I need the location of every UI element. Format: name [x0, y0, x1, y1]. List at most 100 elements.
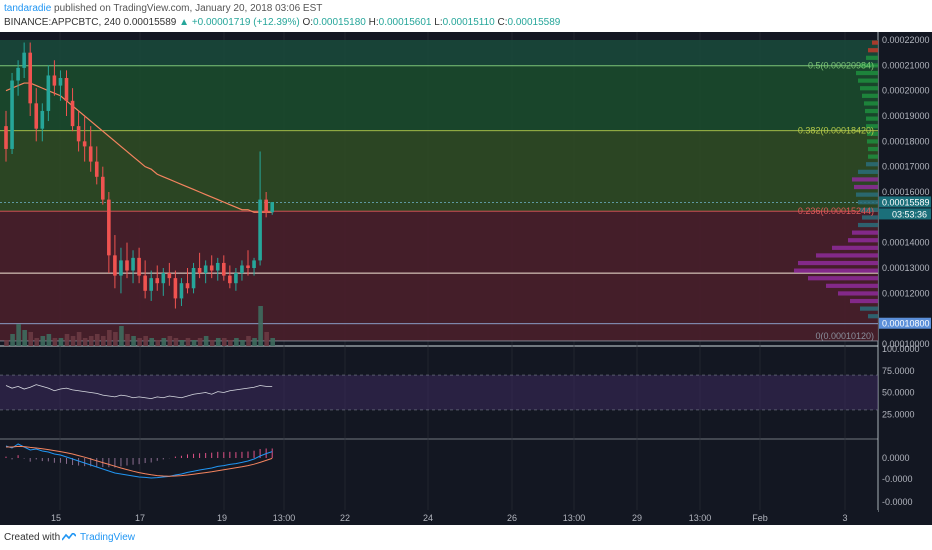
- candle-body: [149, 278, 153, 291]
- rsi-band: [0, 375, 878, 410]
- time-tick-label: 26: [507, 513, 517, 523]
- tradingview-brand-link[interactable]: TradingView: [80, 532, 136, 543]
- chart-canvas[interactable]: 0.5(0.00020984) 0.382(0.00018420) 0.236(0.…: [0, 32, 932, 525]
- price-highlight-label: 0.00010800: [882, 319, 930, 329]
- close-label: C:: [497, 17, 508, 28]
- time-axis[interactable]: 15 17 19 13:00 22 24 26 13:00 29 13:00 Feb 3: [0, 510, 878, 525]
- volume-profile-bar: [868, 146, 878, 152]
- candle-body: [228, 275, 232, 284]
- volume-bar: [52, 338, 58, 346]
- volume-profile-bar: [808, 276, 878, 281]
- candle-body: [264, 199, 268, 213]
- volume-bar: [64, 334, 70, 346]
- volume-bar: [46, 334, 52, 346]
- candle-body: [252, 260, 256, 268]
- candle-body: [215, 262, 220, 271]
- volume-profile: [794, 40, 878, 319]
- macd-pane: 0.0000 -0.0000 -0.0000: [5, 443, 913, 507]
- volume-profile-bar: [860, 306, 878, 311]
- candle-body: [167, 273, 172, 279]
- time-tick-label: 24: [423, 513, 433, 523]
- candle-body: [64, 78, 69, 101]
- candle-body: [58, 78, 63, 86]
- price-tick-label: 0.00012000: [882, 288, 930, 298]
- candle-body: [10, 80, 14, 149]
- volume-profile-bar: [867, 139, 878, 144]
- candle-body: [4, 126, 8, 149]
- candle-body: [40, 110, 45, 129]
- volume-bar: [240, 340, 245, 346]
- volume-bars: [4, 306, 275, 346]
- moving-average: [5, 82, 273, 213]
- candle-body: [16, 67, 20, 81]
- price-tick-label: 0.00013000: [882, 263, 930, 273]
- time-tick-label: 15: [51, 513, 61, 523]
- volume-bar: [107, 330, 112, 346]
- candle-body: [143, 275, 147, 291]
- volume-bar: [173, 338, 179, 346]
- volume-bar: [10, 334, 15, 346]
- candle-body: [82, 141, 87, 147]
- candle-body: [161, 273, 166, 284]
- candle-body: [179, 283, 184, 299]
- fib-zone-05-0382: [0, 65, 878, 131]
- volume-profile-bar: [868, 314, 878, 319]
- price-change: +0.00001719 (+12.39%): [191, 17, 300, 28]
- candle-body: [119, 260, 123, 276]
- volume-bar: [70, 336, 76, 346]
- volume-profile-bar: [866, 55, 878, 60]
- time-tick-label: 13:00: [273, 513, 296, 523]
- low-value: 0.00015110: [442, 17, 495, 28]
- footer: Created with TradingView: [0, 525, 932, 550]
- candle-body: [52, 75, 57, 86]
- volume-bar: [228, 340, 233, 346]
- last-price: 0.00015589: [123, 17, 177, 28]
- candle-body: [107, 199, 111, 256]
- candle-body: [258, 199, 262, 261]
- volume-profile-bar: [868, 48, 878, 53]
- symbol-label: BINANCE:APPCBTC, 240: [4, 17, 121, 28]
- volume-profile-bar: [860, 86, 878, 91]
- fib-retracement[interactable]: [0, 40, 878, 342]
- candle-body: [28, 52, 32, 104]
- low-label: L:: [434, 17, 443, 28]
- time-tick-label: Feb: [752, 513, 768, 523]
- time-tick-label: 13:00: [563, 513, 586, 523]
- rsi-tick-label: 50.0000: [882, 388, 915, 398]
- price-axis[interactable]: 0.00022000 0.00021000 0.00020000 0.00019000…: [879, 35, 931, 349]
- up-arrow-icon: ▲: [179, 17, 190, 28]
- volume-profile-bar: [872, 40, 878, 45]
- volume-profile-bar: [858, 200, 878, 205]
- volume-bar: [161, 338, 167, 346]
- candle-body: [131, 257, 135, 271]
- fib-labels: 0.5(0.00020984) 0.382(0.00018420) 0.236(0.…: [798, 61, 874, 341]
- published-text: published on TradingView.com, January 20…: [54, 3, 323, 14]
- author-link[interactable]: tandaradie: [4, 3, 52, 14]
- volume-profile-bar: [862, 93, 878, 98]
- macd-tick-label: 0.0000: [882, 453, 910, 463]
- candle-body: [222, 262, 226, 276]
- volume-bar: [167, 336, 173, 346]
- tradingview-logo-icon: [62, 533, 76, 541]
- candle-body: [191, 268, 196, 289]
- publish-line: tandaradie published on TradingView.com,…: [4, 3, 322, 14]
- volume-profile-bar: [864, 101, 878, 106]
- volume-profile-bar: [856, 70, 878, 76]
- volume-bar: [270, 338, 275, 346]
- volume-bar: [113, 332, 118, 346]
- high-value: 0.00015601: [378, 17, 432, 28]
- volume-profile-bar: [852, 177, 878, 182]
- fib-level-label: 0.382(0.00018420): [798, 126, 874, 136]
- volume-profile-bar: [850, 298, 878, 304]
- volume-bar: [143, 336, 148, 346]
- volume-bar: [34, 338, 40, 346]
- volume-profile-bar: [832, 245, 878, 250]
- price-tick-label: 0.00017000: [882, 162, 930, 172]
- volume-profile-bar: [868, 154, 878, 159]
- candle-body: [46, 75, 51, 111]
- volume-bar: [149, 338, 154, 346]
- volume-profile-bar: [862, 215, 878, 220]
- candle-body: [101, 176, 105, 200]
- candle-body: [137, 257, 141, 276]
- volume-profile-bar: [858, 222, 878, 228]
